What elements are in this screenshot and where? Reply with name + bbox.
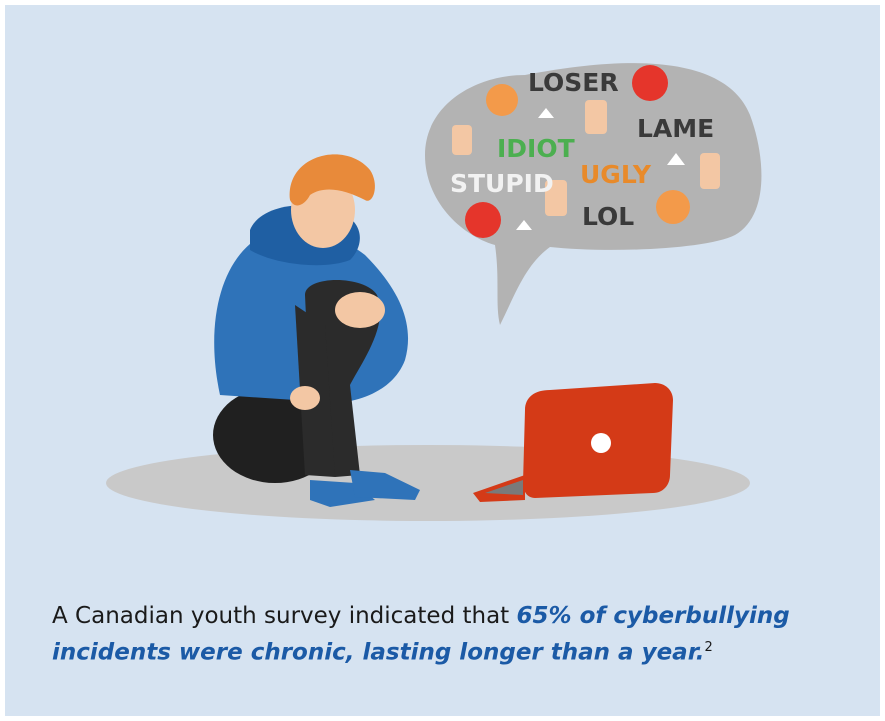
laptop [473, 383, 673, 502]
bubble-word: UGLY [580, 160, 652, 189]
bubble-word: STUPID [450, 169, 554, 198]
page: {"bubble": {"words": ["LOSER", "LAME", "… [0, 0, 885, 721]
emoji-face [465, 202, 501, 238]
emoji-face [632, 65, 668, 101]
bubble-word: LAME [637, 114, 714, 143]
emoji-face [486, 84, 518, 116]
footnote-mark: 2 [705, 640, 713, 655]
caption: A Canadian youth survey indicated that 6… [52, 601, 852, 669]
thumbs-down [585, 100, 607, 134]
bubble-word: IDIOT [497, 134, 575, 163]
thumbs-down [452, 125, 472, 155]
bubble-word: LOL [582, 202, 634, 231]
thumbs-down [700, 153, 720, 189]
bubble-word: LOSER [528, 68, 619, 97]
caption-text: A Canadian youth survey indicated that [52, 603, 509, 629]
emoji-face [656, 190, 690, 224]
